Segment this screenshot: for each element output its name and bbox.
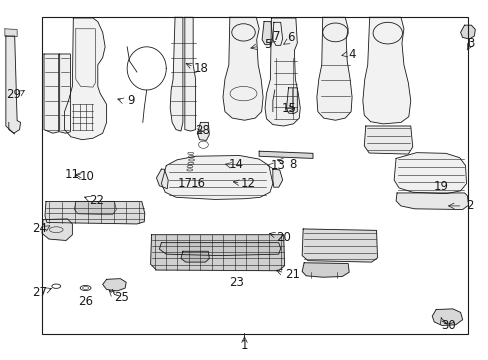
- Text: 12: 12: [240, 177, 255, 190]
- Polygon shape: [431, 309, 462, 325]
- Text: 26: 26: [79, 295, 93, 308]
- Polygon shape: [395, 193, 468, 210]
- Polygon shape: [150, 235, 284, 271]
- Bar: [41, 17, 467, 334]
- Text: 3: 3: [466, 37, 473, 50]
- Polygon shape: [45, 202, 144, 224]
- Polygon shape: [197, 122, 209, 140]
- Polygon shape: [102, 279, 126, 291]
- Text: 23: 23: [229, 276, 244, 289]
- Polygon shape: [184, 17, 195, 131]
- Text: 18: 18: [194, 62, 208, 75]
- Polygon shape: [286, 88, 297, 114]
- Polygon shape: [6, 36, 20, 133]
- Text: 5: 5: [263, 39, 271, 51]
- Text: 14: 14: [228, 158, 243, 171]
- Polygon shape: [362, 17, 410, 124]
- Text: 2: 2: [465, 199, 472, 212]
- Polygon shape: [316, 17, 351, 120]
- Text: 7: 7: [272, 30, 280, 42]
- Text: 30: 30: [441, 319, 455, 332]
- Text: 28: 28: [195, 124, 209, 137]
- Text: 25: 25: [114, 291, 128, 304]
- Text: 13: 13: [270, 159, 285, 172]
- Text: 21: 21: [285, 268, 299, 281]
- Polygon shape: [5, 29, 17, 37]
- Text: 6: 6: [286, 31, 294, 44]
- Polygon shape: [44, 54, 59, 133]
- Polygon shape: [302, 229, 377, 262]
- Text: 17: 17: [177, 177, 192, 190]
- Text: 22: 22: [89, 194, 104, 207]
- Text: 9: 9: [127, 94, 135, 107]
- Text: 20: 20: [276, 231, 290, 244]
- Polygon shape: [170, 17, 183, 131]
- Text: 10: 10: [80, 170, 94, 183]
- Text: 8: 8: [289, 158, 297, 171]
- Polygon shape: [460, 25, 474, 39]
- Text: 24: 24: [33, 222, 47, 235]
- Text: 29: 29: [6, 88, 21, 101]
- Polygon shape: [223, 17, 263, 120]
- Polygon shape: [60, 54, 70, 133]
- Polygon shape: [156, 169, 168, 189]
- Polygon shape: [302, 263, 348, 277]
- Polygon shape: [74, 202, 116, 215]
- Polygon shape: [262, 22, 272, 45]
- Polygon shape: [393, 153, 466, 194]
- Polygon shape: [272, 22, 282, 45]
- Polygon shape: [181, 251, 209, 262]
- Polygon shape: [364, 126, 412, 154]
- Text: 4: 4: [347, 48, 355, 61]
- Text: 16: 16: [191, 177, 205, 190]
- Polygon shape: [42, 219, 72, 240]
- Text: 11: 11: [65, 168, 80, 181]
- Polygon shape: [264, 18, 300, 126]
- Polygon shape: [161, 156, 272, 199]
- Polygon shape: [159, 243, 280, 256]
- Text: 1: 1: [240, 339, 248, 352]
- Text: 27: 27: [33, 286, 47, 299]
- Polygon shape: [259, 151, 312, 158]
- Polygon shape: [272, 169, 282, 187]
- Text: 15: 15: [282, 102, 296, 114]
- Polygon shape: [64, 18, 106, 140]
- Text: 19: 19: [433, 180, 447, 193]
